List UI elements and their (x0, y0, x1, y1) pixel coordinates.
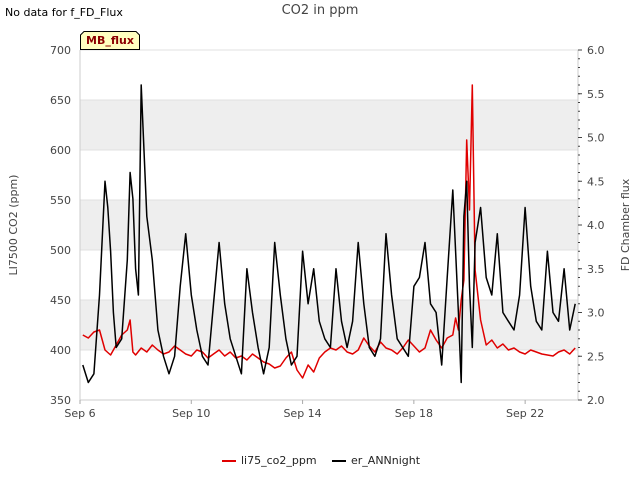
x-tick-label-14: Sep 14 (283, 407, 321, 420)
x-tick-label-22: Sep 22 (506, 407, 544, 420)
y2-tick-label-5.5: 5.5 (587, 88, 605, 101)
site-badge-label: MB_flux (86, 34, 134, 47)
legend-label-li75: li75_co2_ppm (241, 454, 317, 467)
y-tick-label-650: 650 (50, 94, 71, 107)
x-tick-label-6: Sep 6 (64, 407, 95, 420)
y2-tick-label-2.0: 2.0 (587, 394, 605, 407)
y-tick-label-700: 700 (50, 44, 71, 57)
legend: li75_co2_ppm er_ANNnight (0, 454, 640, 468)
y2-tick-label-6.0: 6.0 (587, 44, 605, 57)
legend-swatch-li75 (222, 460, 236, 462)
y2-tick-label-5.0: 5.0 (587, 132, 605, 145)
legend-label-er: er_ANNnight (351, 454, 421, 467)
x-tick-label-18: Sep 18 (395, 407, 433, 420)
band-2 (80, 100, 578, 150)
y-tick-label-350: 350 (50, 394, 71, 407)
no-data-note: No data for f_FD_Flux (5, 6, 123, 19)
y2-axis-title: FD Chamber flux (619, 178, 632, 271)
x-tick-label-10: Sep 10 (172, 407, 210, 420)
site-badge: MB_flux (80, 31, 140, 50)
y2-tick-label-4.0: 4.0 (587, 219, 605, 232)
badge-shape-icon (80, 31, 140, 50)
y2-tick-label-2.5: 2.5 (587, 350, 605, 363)
legend-swatch-er (332, 460, 346, 462)
series-line-li75_co2_ppm (82, 84, 576, 379)
y2-tick-label-4.5: 4.5 (587, 175, 605, 188)
y2-tick-label-3.0: 3.0 (587, 307, 605, 320)
y-tick-label-450: 450 (50, 294, 71, 307)
y-tick-label-550: 550 (50, 194, 71, 207)
y2-tick-label-3.5: 3.5 (587, 263, 605, 276)
y-tick-label-500: 500 (50, 244, 71, 257)
chart-title: CO2 in ppm (281, 3, 359, 18)
band-1 (80, 200, 578, 250)
y-axis-title: LI7500 CO2 (ppm) (7, 175, 20, 276)
y-tick-label-400: 400 (50, 344, 71, 357)
y-tick-label-600: 600 (50, 144, 71, 157)
band-0 (80, 300, 578, 350)
series-line-er_ANNnight (82, 84, 576, 384)
